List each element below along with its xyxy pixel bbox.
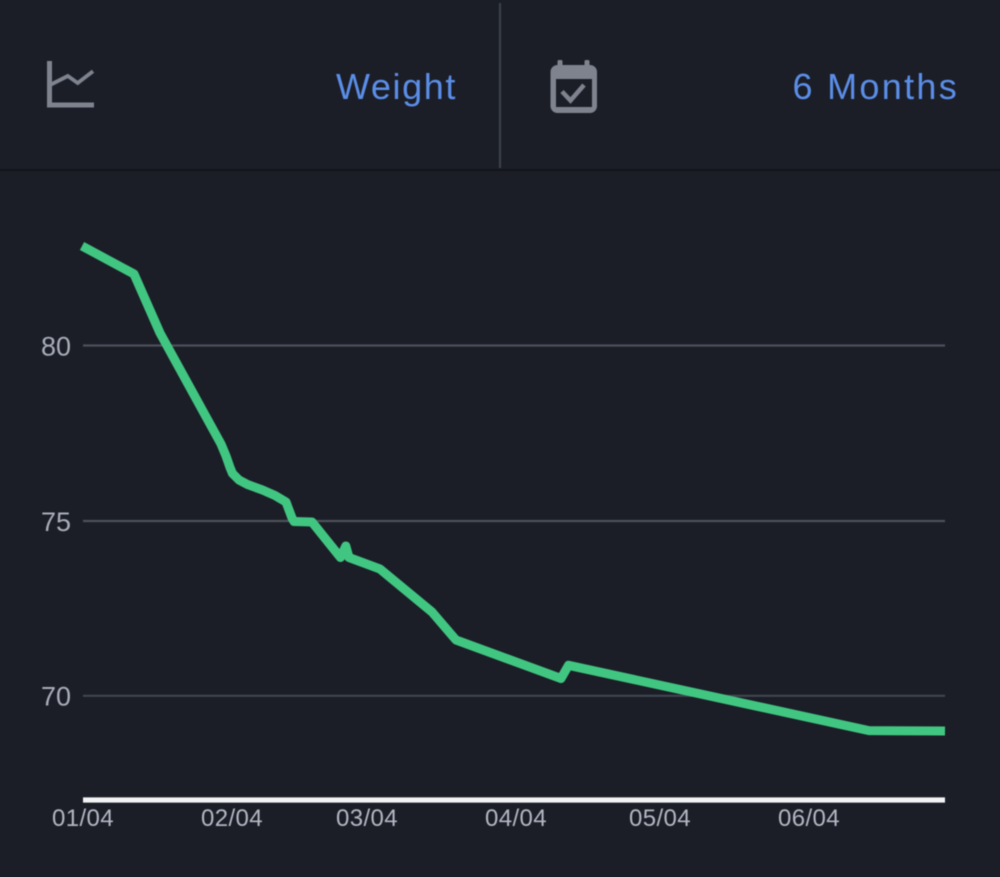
svg-text:80: 80 xyxy=(41,331,71,361)
svg-text:03/04: 03/04 xyxy=(336,805,398,832)
svg-text:06/04: 06/04 xyxy=(778,805,840,832)
svg-text:70: 70 xyxy=(41,682,71,712)
svg-text:01/04: 01/04 xyxy=(52,805,114,832)
svg-text:75: 75 xyxy=(41,507,71,537)
svg-text:04/04: 04/04 xyxy=(485,805,547,832)
svg-text:02/04: 02/04 xyxy=(201,805,263,832)
svg-text:05/04: 05/04 xyxy=(629,805,691,832)
